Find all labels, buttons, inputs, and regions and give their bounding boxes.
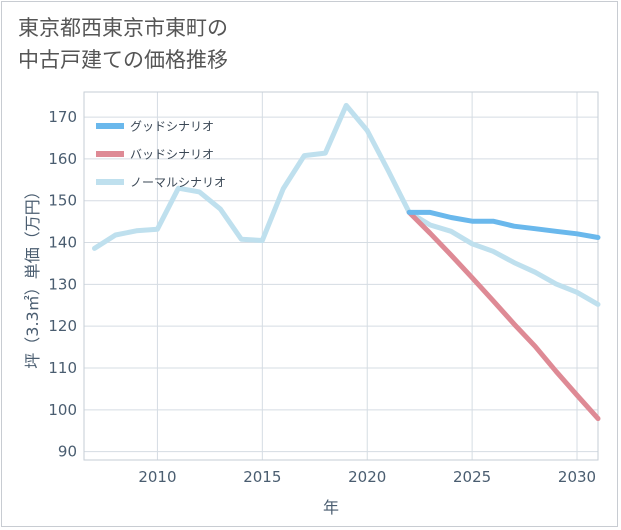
y-tick-label: 130 xyxy=(48,275,77,293)
y-axis-ticks: 90 100 110 120 130 140 150 160 170 xyxy=(48,108,77,461)
legend-label: グッドシナリオ xyxy=(130,120,214,134)
series-lines xyxy=(92,102,601,422)
legend-label: ノーマルシナリオ xyxy=(130,176,226,190)
x-tick-label: 2025 xyxy=(453,468,491,486)
y-tick-label: 140 xyxy=(48,234,77,252)
y-tick-label: 100 xyxy=(48,401,77,419)
y-tick-label: 160 xyxy=(48,150,77,168)
y-tick-label: 170 xyxy=(48,108,77,126)
y-tick-label: 110 xyxy=(48,359,77,377)
chart-title: 東京都西東京市東町の 中古戸建ての価格推移 xyxy=(18,12,228,76)
x-tick-label: 2030 xyxy=(558,468,596,486)
x-axis-ticks: 2010 2015 2020 2025 2030 xyxy=(138,468,596,486)
y-tick-label: 120 xyxy=(48,317,77,335)
y-axis-label: 坪（3.3㎡）単価（万円） xyxy=(23,183,42,368)
x-tick-label: 2020 xyxy=(348,468,386,486)
x-axis-label: 年 xyxy=(323,498,339,517)
series-line-2 xyxy=(92,102,601,307)
y-tick-label: 150 xyxy=(48,192,77,210)
series-line-0 xyxy=(406,209,601,240)
series-line-1 xyxy=(406,209,601,422)
plot-area-border xyxy=(83,91,599,461)
title-line-2: 中古戸建ての価格推移 xyxy=(18,48,228,72)
legend-label: バッドシナリオ xyxy=(130,148,214,162)
x-tick-label: 2010 xyxy=(138,468,176,486)
title-line-1: 東京都西東京市東町の xyxy=(18,16,228,40)
x-tick-label: 2015 xyxy=(243,468,281,486)
y-tick-label: 90 xyxy=(58,443,77,461)
